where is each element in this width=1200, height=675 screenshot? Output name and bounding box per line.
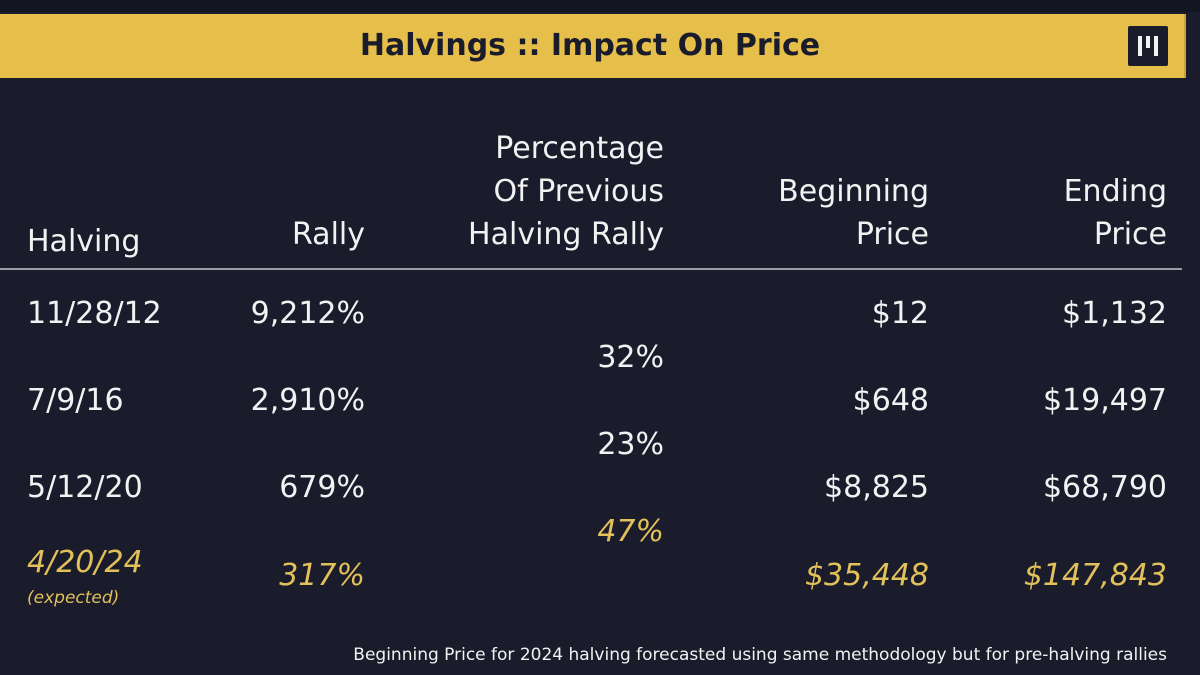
header-beginning-line2: Price xyxy=(855,217,929,252)
row3-ending-price: $68,790 xyxy=(1042,470,1167,505)
row1-rally: 9,212% xyxy=(250,296,365,331)
header-divider xyxy=(0,268,1182,270)
row2-rally: 2,910% xyxy=(250,383,365,418)
title-banner: Halvings :: Impact On Price xyxy=(0,14,1186,78)
row1-ending-price: $1,132 xyxy=(1062,296,1167,331)
header-percentage-line3: Halving Rally xyxy=(468,217,664,252)
row2-beginning-price: $648 xyxy=(852,383,929,418)
percentage-2016: 32% xyxy=(597,340,664,375)
row3-rally: 679% xyxy=(279,470,365,505)
row4-rally: 317% xyxy=(279,558,365,593)
logo-bars-icon xyxy=(1138,36,1158,56)
header-ending-line2: Price xyxy=(1093,217,1167,252)
header-percentage-line2: Of Previous xyxy=(493,174,665,209)
row1-beginning-price: $12 xyxy=(871,296,929,331)
footnote: Beginning Price for 2024 halving forecas… xyxy=(353,645,1167,665)
row4-halving: 4/20/24 xyxy=(27,545,143,580)
page-title: Halvings :: Impact On Price xyxy=(359,28,821,63)
row4-expected-note: (expected) xyxy=(27,588,120,608)
percentage-2020: 23% xyxy=(597,427,664,462)
row3-beginning-price: $8,825 xyxy=(824,470,929,505)
row2-ending-price: $19,497 xyxy=(1042,383,1167,418)
header-percentage-line1: Percentage xyxy=(495,131,664,166)
row3-halving: 5/12/20 xyxy=(27,470,143,505)
header-beginning-line1: Beginning xyxy=(778,174,929,209)
row4-ending-price: $147,843 xyxy=(1023,558,1167,593)
percentage-2024: 47% xyxy=(597,514,664,549)
row1-halving: 11/28/12 xyxy=(27,296,162,331)
header-ending-line1: Ending xyxy=(1063,174,1167,209)
top-strip xyxy=(0,0,1200,12)
row4-beginning-price: $35,448 xyxy=(804,558,929,593)
header-halving: Halving xyxy=(27,224,141,259)
brand-logo-icon xyxy=(1128,26,1168,66)
header-rally: Rally xyxy=(292,217,365,252)
row2-halving: 7/9/16 xyxy=(27,383,124,418)
